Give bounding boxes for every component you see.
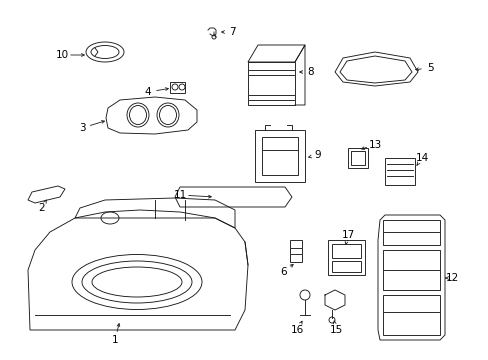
Text: 2: 2 (39, 203, 45, 213)
Text: 9: 9 (314, 150, 321, 160)
Text: 6: 6 (280, 267, 287, 277)
Text: 11: 11 (173, 190, 186, 200)
Text: 7: 7 (228, 27, 235, 37)
Text: 17: 17 (341, 230, 354, 240)
Text: 12: 12 (445, 273, 458, 283)
Text: 15: 15 (329, 325, 342, 335)
Text: 10: 10 (55, 50, 68, 60)
Text: 14: 14 (414, 153, 428, 163)
Text: 16: 16 (290, 325, 303, 335)
Text: 13: 13 (367, 140, 381, 150)
Text: 3: 3 (79, 123, 85, 133)
Text: 1: 1 (111, 335, 118, 345)
Text: 8: 8 (307, 67, 314, 77)
Text: 5: 5 (426, 63, 432, 73)
Text: 4: 4 (144, 87, 151, 97)
